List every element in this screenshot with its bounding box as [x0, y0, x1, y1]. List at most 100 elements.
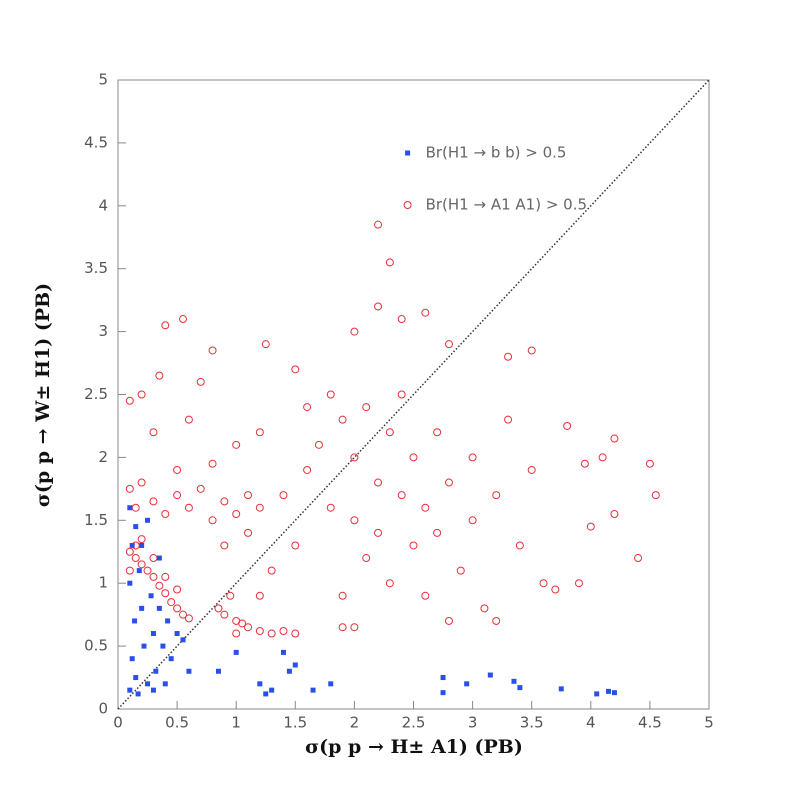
point	[328, 681, 334, 687]
point	[350, 453, 359, 462]
point	[480, 604, 489, 613]
point	[184, 415, 193, 424]
point	[232, 440, 241, 449]
point	[173, 491, 182, 500]
point	[184, 614, 193, 623]
point	[149, 428, 158, 437]
point	[129, 542, 135, 548]
point	[267, 566, 276, 575]
point	[563, 421, 572, 430]
point	[551, 585, 560, 594]
point	[409, 453, 418, 462]
point	[464, 681, 470, 687]
point	[291, 541, 300, 550]
point	[137, 560, 146, 569]
x-tick-label: 3.5	[520, 714, 544, 732]
point	[468, 516, 477, 525]
point	[326, 390, 335, 399]
point	[150, 631, 156, 637]
point	[385, 579, 394, 588]
point	[156, 605, 162, 611]
point	[539, 579, 548, 588]
point	[184, 503, 193, 512]
point	[468, 453, 477, 462]
point	[127, 687, 133, 693]
point	[161, 321, 170, 330]
point	[133, 524, 139, 530]
point	[127, 580, 133, 586]
point	[139, 542, 145, 548]
point	[127, 505, 133, 511]
point	[186, 668, 192, 674]
legend-label: Br(H1 → b b) > 0.5	[426, 144, 567, 162]
point	[527, 465, 536, 474]
point	[143, 566, 152, 575]
point	[208, 459, 217, 468]
point	[137, 478, 146, 487]
point	[155, 371, 164, 380]
x-tick-label: 2.5	[402, 714, 426, 732]
point	[504, 352, 513, 361]
point	[515, 541, 524, 550]
x-axis-label: σ(p p → H± A1) (PB)	[305, 736, 523, 758]
point	[255, 627, 264, 636]
point	[220, 497, 229, 506]
point	[214, 604, 223, 613]
point	[153, 668, 159, 674]
point	[594, 691, 600, 697]
point	[292, 662, 298, 668]
point	[279, 627, 288, 636]
point	[303, 403, 312, 412]
point	[433, 528, 442, 537]
point	[233, 649, 239, 655]
point	[645, 459, 654, 468]
y-tick-label: 3	[98, 322, 108, 340]
point	[350, 327, 359, 336]
point	[492, 491, 501, 500]
point	[149, 554, 158, 563]
point	[574, 579, 583, 588]
point	[362, 403, 371, 412]
point	[397, 491, 406, 500]
point	[610, 434, 619, 443]
point	[173, 465, 182, 474]
point	[180, 637, 186, 643]
point	[257, 681, 263, 687]
point	[133, 675, 139, 681]
x-tick-label: 0	[113, 714, 123, 732]
point	[440, 675, 446, 681]
point	[215, 668, 221, 674]
point	[492, 616, 501, 625]
x-tick-label: 5	[704, 714, 714, 732]
point	[504, 415, 513, 424]
point	[286, 668, 292, 674]
point	[220, 610, 229, 619]
point	[179, 315, 188, 324]
point	[444, 340, 453, 349]
point	[267, 629, 276, 638]
point	[156, 555, 162, 561]
point	[125, 484, 134, 493]
point	[280, 649, 286, 655]
y-tick-label: 1.5	[84, 511, 108, 529]
point	[527, 346, 536, 355]
point	[338, 415, 347, 424]
point	[148, 593, 154, 599]
point	[362, 554, 371, 563]
point	[511, 678, 517, 684]
point	[611, 690, 617, 696]
point	[255, 503, 264, 512]
point	[139, 605, 145, 611]
point	[310, 687, 316, 693]
point	[174, 631, 180, 637]
point	[440, 690, 446, 696]
x-tick-label: 0.5	[165, 714, 189, 732]
point	[456, 566, 465, 575]
point	[136, 568, 142, 574]
point	[279, 491, 288, 500]
point	[409, 541, 418, 550]
x-tick-label: 2	[350, 714, 360, 732]
point	[421, 308, 430, 317]
point	[145, 681, 151, 687]
point	[580, 459, 589, 468]
